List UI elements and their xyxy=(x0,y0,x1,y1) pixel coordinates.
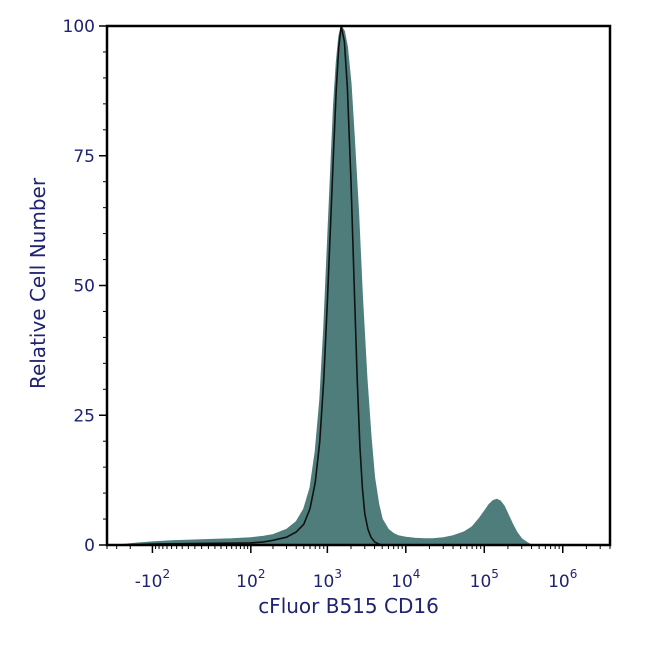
y-axis-title: Relative Cell Number xyxy=(26,177,50,389)
y-tick-label: 50 xyxy=(73,277,95,297)
y-tick-label: 75 xyxy=(73,147,95,167)
x-tick-label: -102 xyxy=(135,567,170,592)
x-tick-label: 104 xyxy=(391,567,420,592)
y-tick-label: 25 xyxy=(73,406,95,426)
filled-histogram-series xyxy=(116,24,534,546)
x-axis: -102 102 103 104 105 106 xyxy=(106,545,611,592)
x-axis-title: cFluor B515 CD16 xyxy=(258,594,439,618)
y-tick-label: 0 xyxy=(84,536,95,556)
x-tick-label: 106 xyxy=(548,567,577,592)
x-tick-label: 105 xyxy=(470,567,499,592)
x-tick-label: 103 xyxy=(313,567,342,592)
x-tick-label: 102 xyxy=(236,567,265,592)
outline-histogram-series xyxy=(116,25,383,546)
y-axis: 0 25 50 75 100 xyxy=(63,17,107,556)
plot-area xyxy=(116,24,534,546)
y-tick-label: 100 xyxy=(63,17,95,37)
